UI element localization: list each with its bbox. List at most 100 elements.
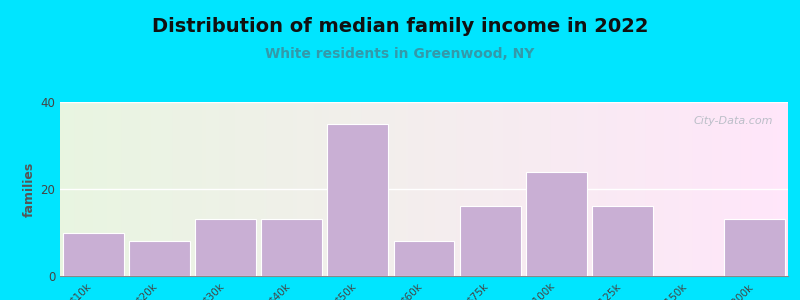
Bar <box>671 102 675 276</box>
Bar <box>661 102 664 276</box>
Bar <box>638 102 642 276</box>
Bar <box>668 102 671 276</box>
Bar <box>515 102 518 276</box>
Bar <box>748 102 752 276</box>
Bar <box>129 241 190 276</box>
Bar <box>140 102 144 276</box>
Bar <box>708 102 711 276</box>
Bar <box>271 102 274 276</box>
Bar <box>97 102 100 276</box>
Bar <box>144 102 147 276</box>
Bar <box>307 102 311 276</box>
Bar <box>86 102 89 276</box>
Bar <box>417 102 420 276</box>
Bar <box>715 102 719 276</box>
Bar <box>435 102 438 276</box>
Y-axis label: families: families <box>23 161 36 217</box>
Bar <box>675 102 679 276</box>
Bar <box>442 102 446 276</box>
Bar <box>460 206 521 276</box>
Bar <box>711 102 715 276</box>
Bar <box>741 102 744 276</box>
Bar <box>697 102 701 276</box>
Bar <box>784 102 788 276</box>
Bar <box>420 102 424 276</box>
Bar <box>719 102 722 276</box>
Bar <box>602 102 606 276</box>
Bar <box>104 102 107 276</box>
Bar <box>210 102 213 276</box>
Bar <box>394 241 454 276</box>
Bar <box>111 102 114 276</box>
Bar <box>617 102 621 276</box>
Bar <box>337 102 340 276</box>
Bar <box>286 102 290 276</box>
Bar <box>774 102 777 276</box>
Bar <box>511 102 515 276</box>
Bar <box>67 102 71 276</box>
Bar <box>544 102 548 276</box>
Bar <box>551 102 555 276</box>
Bar <box>584 102 588 276</box>
Bar <box>566 102 570 276</box>
Bar <box>304 102 307 276</box>
Bar <box>657 102 661 276</box>
Bar <box>129 102 133 276</box>
Bar <box>413 102 417 276</box>
Bar <box>282 102 286 276</box>
Bar <box>424 102 428 276</box>
Bar <box>530 102 534 276</box>
Bar <box>490 102 493 276</box>
Bar <box>558 102 562 276</box>
Bar <box>380 102 384 276</box>
Bar <box>300 102 304 276</box>
Bar <box>482 102 486 276</box>
Bar <box>762 102 766 276</box>
Bar <box>60 102 64 276</box>
Bar <box>501 102 504 276</box>
Bar <box>755 102 759 276</box>
Bar <box>202 102 206 276</box>
Bar <box>366 102 370 276</box>
Bar <box>166 102 170 276</box>
Bar <box>726 102 730 276</box>
Bar <box>227 102 231 276</box>
Bar <box>114 102 118 276</box>
Bar <box>217 102 220 276</box>
Bar <box>457 102 461 276</box>
Bar <box>327 124 388 276</box>
Bar <box>694 102 697 276</box>
Bar <box>730 102 734 276</box>
Bar <box>438 102 442 276</box>
Bar <box>267 102 271 276</box>
Bar <box>224 102 227 276</box>
Bar <box>195 220 256 276</box>
Text: City-Data.com: City-Data.com <box>694 116 774 126</box>
Bar <box>464 102 468 276</box>
Bar <box>274 102 278 276</box>
Bar <box>278 102 282 276</box>
Bar <box>737 102 741 276</box>
Bar <box>701 102 704 276</box>
Bar <box>431 102 435 276</box>
Bar <box>704 102 708 276</box>
Bar <box>598 102 602 276</box>
Bar <box>398 102 402 276</box>
Bar <box>71 102 74 276</box>
Bar <box>64 102 67 276</box>
Bar <box>606 102 610 276</box>
Bar <box>377 102 380 276</box>
Bar <box>555 102 558 276</box>
Bar <box>686 102 690 276</box>
Bar <box>318 102 322 276</box>
Bar <box>446 102 450 276</box>
Bar <box>588 102 591 276</box>
Bar <box>246 102 250 276</box>
Bar <box>264 102 267 276</box>
Bar <box>373 102 377 276</box>
Text: Distribution of median family income in 2022: Distribution of median family income in … <box>152 16 648 35</box>
Bar <box>722 102 726 276</box>
Bar <box>734 102 737 276</box>
Bar <box>450 102 453 276</box>
Bar <box>504 102 508 276</box>
